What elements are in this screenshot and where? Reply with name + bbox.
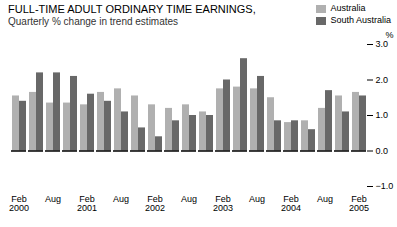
svg-text:2.0: 2.0 bbox=[376, 75, 389, 85]
svg-text:%: % bbox=[385, 30, 393, 40]
html-text:FULL-TIME ADULT ORDINARY TIME: FULL-TIME ADULT ORDINARY TIME EARNINGS, bbox=[8, 3, 256, 15]
svg-text:1.0: 1.0 bbox=[376, 110, 389, 120]
svg-text:Feb2005: Feb2005 bbox=[349, 194, 369, 213]
svg-text:Feb2002: Feb2002 bbox=[145, 194, 165, 213]
svg-text:Feb2001: Feb2001 bbox=[77, 194, 97, 213]
svg-text:Aug: Aug bbox=[45, 194, 61, 204]
html-text:South Australia: South Australia bbox=[330, 15, 391, 25]
svg-text:Aug: Aug bbox=[113, 194, 129, 204]
svg-text:Aug: Aug bbox=[181, 194, 197, 204]
html-text:Quarterly % change in trend es: Quarterly % change in trend estimates bbox=[8, 16, 179, 27]
svg-text:Feb2000: Feb2000 bbox=[9, 194, 29, 213]
svg-text:Feb2003: Feb2003 bbox=[213, 194, 233, 213]
svg-text:Aug: Aug bbox=[317, 194, 333, 204]
html-text:Australia: Australia bbox=[330, 3, 366, 13]
svg-text:0.0: 0.0 bbox=[376, 146, 389, 156]
svg-text:Feb2004: Feb2004 bbox=[281, 194, 301, 213]
svg-text:Aug: Aug bbox=[249, 194, 265, 204]
svg-text:−1.0: −1.0 bbox=[376, 181, 394, 191]
svg-text:3.0: 3.0 bbox=[376, 39, 389, 49]
